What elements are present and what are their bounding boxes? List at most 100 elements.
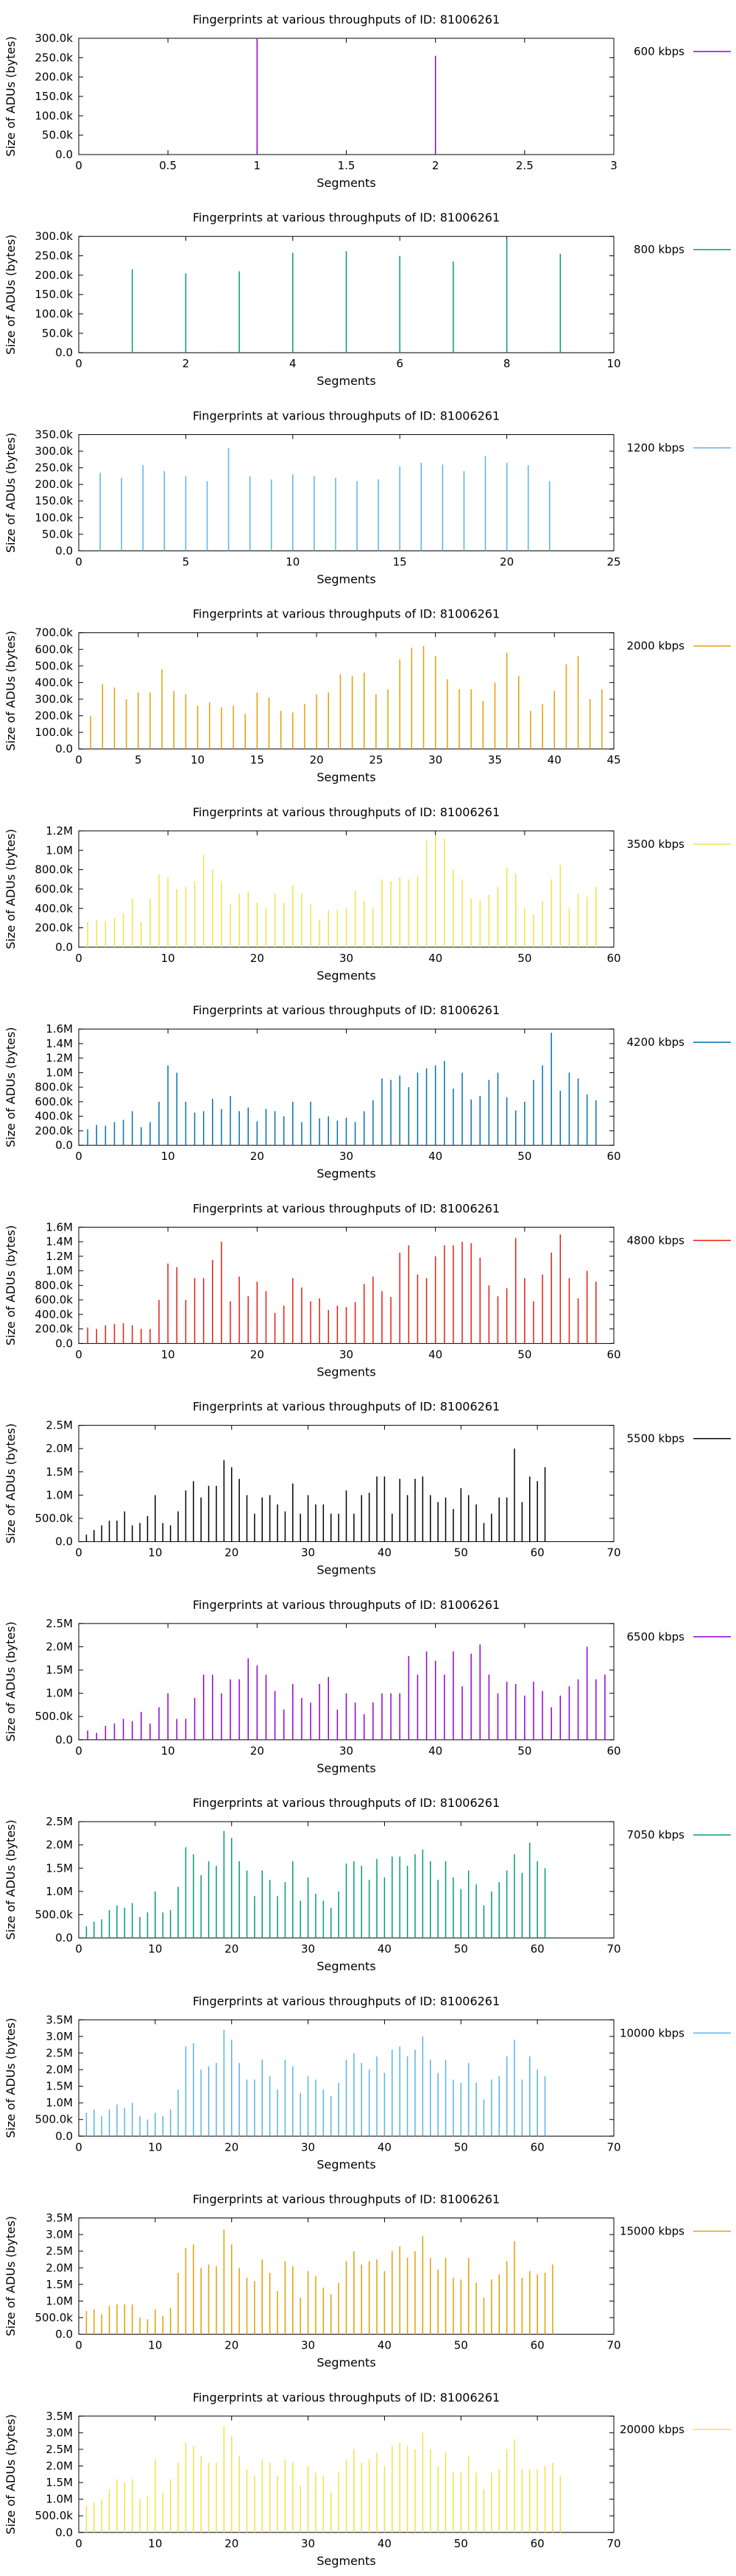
- chart-title: Fingerprints at various throughputs of I…: [193, 408, 500, 422]
- y-tick-label: 50.0k: [42, 528, 73, 541]
- y-tick-label: 1.5M: [46, 1465, 73, 1479]
- legend-label: 3500 kbps: [627, 838, 685, 851]
- x-tick-label: 60: [531, 2339, 545, 2352]
- x-tick-label: 40: [428, 1348, 442, 1361]
- x-tick-label: 10: [161, 1744, 175, 1758]
- chart-panel-3: Fingerprints at various throughputs of I…: [4, 607, 731, 785]
- x-tick-label: 60: [606, 1348, 620, 1361]
- x-tick-label: 0: [75, 1546, 82, 1560]
- y-tick-label: 200.0k: [35, 1323, 73, 1336]
- y-tick-label: 600.0k: [35, 1095, 73, 1108]
- x-tick-label: 15: [393, 555, 407, 568]
- y-tick-label: 0.0: [55, 1139, 73, 1152]
- x-tick-label: 50: [454, 2140, 468, 2154]
- x-axis-label: Segments: [316, 2554, 375, 2568]
- y-tick-label: 0.0: [55, 544, 73, 557]
- x-tick-label: 50: [454, 2339, 468, 2352]
- y-tick-label: 1.0M: [46, 1885, 73, 1898]
- x-tick-label: 10: [606, 357, 620, 370]
- y-tick-label: 100.0k: [35, 726, 73, 739]
- y-tick-label: 800.0k: [35, 1080, 73, 1094]
- chart-title: Fingerprints at various throughputs of I…: [193, 1400, 500, 1414]
- y-tick-label: 0.0: [55, 2129, 73, 2142]
- x-tick-label: 20: [224, 2140, 238, 2154]
- y-tick-label: 0.0: [55, 743, 73, 756]
- legend-label: 5500 kbps: [627, 1432, 685, 1446]
- y-tick-label: 500.0k: [35, 1512, 73, 1525]
- chart-title: Fingerprints at various throughputs of I…: [193, 1003, 500, 1017]
- x-tick-label: 50: [517, 1348, 531, 1361]
- x-tick-label: 10: [161, 952, 175, 965]
- y-tick-label: 600.0k: [35, 643, 73, 656]
- y-tick-label: 3.5M: [46, 2013, 73, 2026]
- legend-label: 7050 kbps: [627, 1828, 685, 1841]
- y-tick-label: 400.0k: [35, 1308, 73, 1321]
- x-tick-label: 40: [378, 2140, 392, 2154]
- x-tick-label: 1.5: [338, 159, 355, 172]
- x-tick-label: 10: [161, 1150, 175, 1163]
- y-tick-label: 1.5M: [46, 2080, 73, 2093]
- x-tick-label: 45: [606, 754, 620, 767]
- y-tick-label: 250.0k: [35, 461, 73, 475]
- x-axis-label: Segments: [316, 1365, 375, 1379]
- x-tick-label: 5: [135, 754, 142, 767]
- plot-frame: [78, 38, 615, 155]
- x-tick-label: 10: [161, 1348, 175, 1361]
- y-tick-label: 0.0: [55, 1931, 73, 1945]
- chart-panel-9: Fingerprints at various throughputs of I…: [4, 1796, 731, 1973]
- x-tick-label: 50: [454, 2537, 468, 2550]
- y-tick-label: 200.0k: [35, 269, 73, 282]
- chart-panel-6: Fingerprints at various throughputs of I…: [4, 1201, 731, 1379]
- y-axis-label: Size of ADUs (bytes): [4, 2216, 18, 2336]
- chart-title: Fingerprints at various throughputs of I…: [193, 2391, 500, 2405]
- y-tick-label: 2.5M: [46, 2443, 73, 2456]
- chart-panel-1: Fingerprints at various throughputs of I…: [4, 210, 731, 388]
- y-tick-label: 300.0k: [35, 230, 73, 243]
- legend-label: 2000 kbps: [627, 640, 685, 653]
- x-axis-label: Segments: [316, 771, 375, 785]
- y-tick-label: 0.0: [55, 1535, 73, 1549]
- y-tick-label: 1.5M: [46, 2476, 73, 2489]
- legend-label: 10000 kbps: [620, 2026, 684, 2039]
- x-tick-label: 0.5: [159, 159, 177, 172]
- x-axis-label: Segments: [316, 969, 375, 983]
- x-tick-label: 0: [75, 754, 82, 767]
- y-tick-label: 0.0: [55, 148, 73, 161]
- y-tick-label: 100.0k: [35, 511, 73, 524]
- y-tick-label: 1.0M: [46, 2493, 73, 2506]
- x-tick-label: 8: [503, 357, 511, 370]
- x-tick-label: 20: [250, 952, 264, 965]
- y-tick-label: 1.2M: [46, 1052, 73, 1065]
- y-tick-label: 400.0k: [35, 902, 73, 915]
- chart-panel-0: Fingerprints at various throughputs of I…: [4, 13, 731, 190]
- x-tick-label: 10: [148, 2537, 162, 2550]
- x-tick-label: 6: [396, 357, 403, 370]
- x-axis-label: Segments: [316, 1167, 375, 1181]
- y-tick-label: 250.0k: [35, 51, 73, 64]
- x-axis-label: Segments: [316, 176, 375, 190]
- y-tick-label: 3.5M: [46, 2212, 73, 2225]
- x-axis-label: Segments: [316, 1563, 375, 1577]
- y-tick-label: 1.0M: [46, 843, 73, 857]
- x-tick-label: 10: [148, 1546, 162, 1560]
- x-tick-label: 2: [183, 357, 190, 370]
- x-tick-label: 10: [191, 754, 205, 767]
- x-tick-label: 40: [428, 1150, 442, 1163]
- x-tick-label: 60: [531, 2537, 545, 2550]
- x-tick-label: 60: [606, 1744, 620, 1758]
- chart-panel-5: Fingerprints at various throughputs of I…: [4, 1003, 731, 1181]
- x-tick-label: 30: [428, 754, 442, 767]
- y-tick-label: 300.0k: [35, 445, 73, 458]
- x-tick-label: 30: [339, 1150, 353, 1163]
- chart-title: Fingerprints at various throughputs of I…: [193, 805, 500, 819]
- y-tick-label: 200.0k: [35, 71, 73, 84]
- x-tick-label: 35: [488, 754, 502, 767]
- y-tick-label: 1.2M: [46, 1250, 73, 1263]
- y-tick-label: 2.0M: [46, 2063, 73, 2076]
- x-tick-label: 30: [339, 952, 353, 965]
- x-tick-label: 20: [250, 1150, 264, 1163]
- x-axis-label: Segments: [316, 374, 375, 388]
- y-tick-label: 3.0M: [46, 2228, 73, 2241]
- x-tick-label: 25: [606, 555, 620, 568]
- y-axis-label: Size of ADUs (bytes): [4, 1621, 18, 1741]
